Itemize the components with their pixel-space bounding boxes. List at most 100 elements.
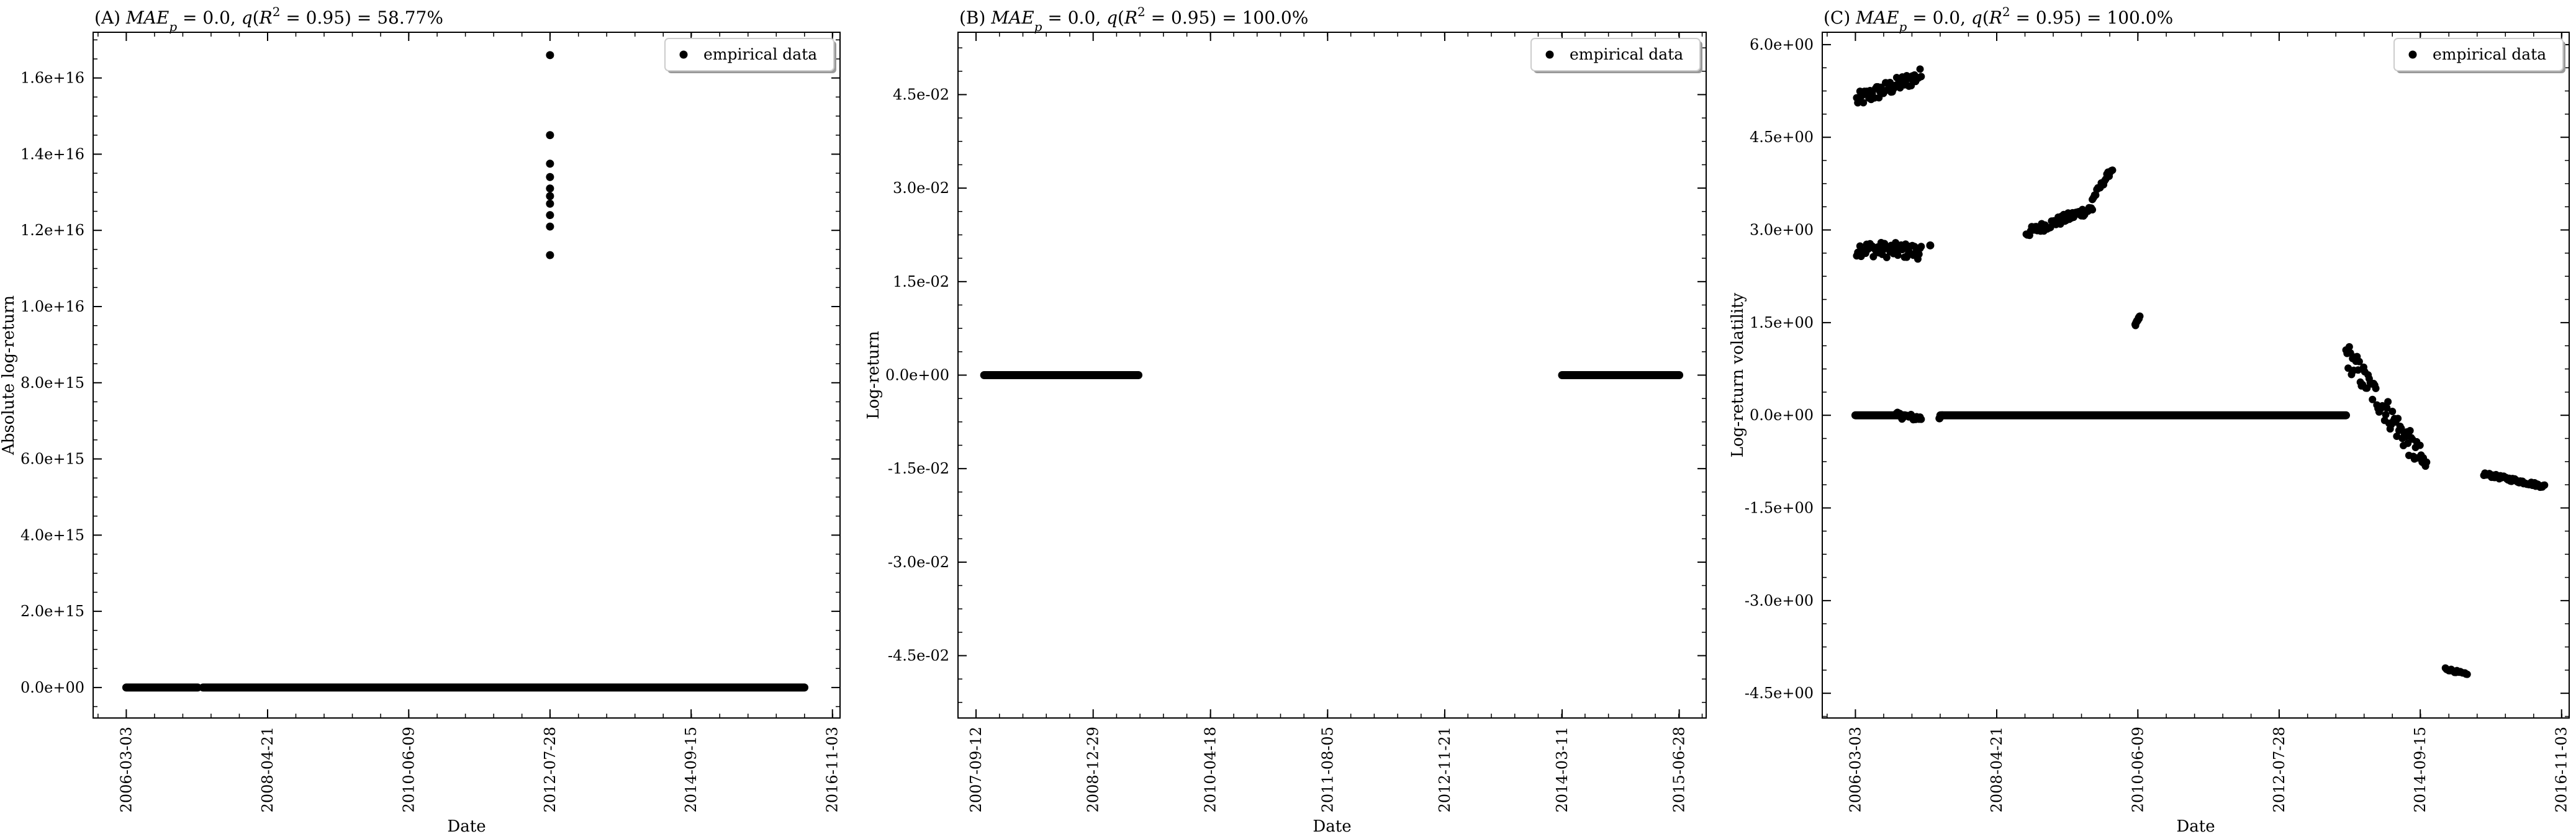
x-tick-label: 2006-03-03 [1846, 727, 1864, 812]
x-tick-label: 2010-06-09 [2129, 727, 2146, 812]
data-point [546, 184, 554, 193]
data-series [1851, 65, 2549, 678]
data-point [2384, 398, 2392, 406]
y-tick-label: 1.0e+16 [20, 298, 84, 315]
data-point [2354, 366, 2362, 374]
x-tick-label: 2011-08-05 [1319, 727, 1336, 812]
x-axis-label: Date [447, 817, 486, 836]
y-tick-label: 1.6e+16 [20, 70, 84, 87]
data-point [1886, 78, 1894, 86]
legend-marker [2408, 50, 2417, 59]
data-point [2541, 481, 2549, 489]
x-tick-label: 2008-12-29 [1085, 727, 1102, 812]
x-tick-label: 2014-09-15 [2411, 727, 2429, 812]
y-tick-label: -4.5e-02 [888, 647, 949, 665]
y-tick-label: 2.0e+15 [20, 603, 84, 620]
x-tick-label: 2014-03-11 [1553, 727, 1571, 812]
chart-panel-a: (A) MAEp = 0.0, q(R2 = 0.95) = 58.77% 0.0… [0, 4, 841, 836]
x-axis-label: Date [2176, 817, 2215, 836]
legend-marker [1545, 50, 1554, 59]
data-point [2369, 395, 2377, 403]
data-point [2355, 357, 2363, 366]
x-tick-label: 2010-06-09 [400, 727, 417, 812]
x-tick-label: 2015-06-28 [1671, 727, 1688, 812]
legend-marker [679, 50, 688, 59]
data-point [2423, 458, 2431, 466]
y-tick-label: -3.0e+00 [1745, 592, 1814, 609]
y-tick-label: 0.0e+00 [885, 367, 949, 384]
data-series [122, 51, 809, 692]
x-tick-label: 2008-04-21 [1988, 727, 2005, 812]
x-tick-label: 2010-04-18 [1202, 727, 1219, 812]
y-tick-label: 1.4e+16 [20, 145, 84, 163]
data-point [1917, 415, 1925, 423]
data-point [546, 222, 554, 231]
data-point [2388, 408, 2397, 416]
data-point [546, 51, 554, 60]
data-point [1860, 99, 1868, 107]
x-tick-label: 2016-11-03 [2553, 727, 2570, 812]
x-tick-label: 2012-07-28 [541, 727, 559, 812]
y-tick-label: 6.0e+15 [20, 451, 84, 468]
data-point [546, 211, 554, 220]
y-tick-label: 1.5e-02 [893, 273, 949, 290]
data-point [546, 173, 554, 181]
y-tick-label: -4.5e+00 [1745, 684, 1814, 702]
y-tick-label: 6.0e+00 [1750, 36, 1814, 53]
x-tick-label: 2006-03-03 [117, 727, 135, 812]
data-point [1938, 411, 1946, 420]
data-point [1894, 251, 1902, 259]
y-tick-label: -3.0e-02 [888, 554, 949, 571]
data-point [2089, 206, 2097, 214]
y-tick-label: 1.2e+16 [20, 222, 84, 239]
data-point [2383, 404, 2391, 412]
y-axis-label: Log-return [864, 331, 883, 420]
data-point [2136, 312, 2144, 320]
data-point [1892, 239, 1900, 247]
legend: empirical data [664, 38, 836, 73]
legend-box [664, 38, 834, 71]
y-tick-label: -1.5e-02 [888, 460, 949, 477]
y-tick-label: 4.5e-02 [893, 86, 949, 103]
data-point [2406, 426, 2414, 434]
data-point [1915, 250, 1923, 258]
x-tick-label: 2012-07-28 [2271, 727, 2288, 812]
data-point [2382, 411, 2390, 419]
chart-panel-b: (B) MAEp = 0.0, q(R2 = 0.95) = 100.0% -4.… [864, 4, 1707, 836]
chart-title: (A) MAEp = 0.0, q(R2 = 0.95) = 58.77% [94, 4, 443, 34]
y-axis-label: Log-return volatility [1729, 292, 1747, 457]
y-tick-label: 4.5e+00 [1750, 128, 1814, 146]
legend-label: empirical data [1570, 45, 1683, 63]
data-point [1869, 253, 1878, 261]
legend-label: empirical data [703, 45, 817, 63]
x-tick-label: 2014-09-15 [682, 727, 700, 812]
y-axis-label: Absolute log-return [0, 295, 18, 455]
data-point [2397, 424, 2405, 433]
chart-title: (C) MAEp = 0.0, q(R2 = 0.95) = 100.0% [1824, 4, 2173, 34]
chart-panel-c: (C) MAEp = 0.0, q(R2 = 0.95) = 100.0% -4.… [1729, 4, 2570, 836]
data-point [2372, 384, 2380, 392]
legend-box [2393, 38, 2564, 71]
data-point [2463, 670, 2471, 678]
y-tick-label: 1.5e+00 [1750, 314, 1814, 331]
data-point [1916, 65, 1924, 73]
chart-title: (B) MAEp = 0.0, q(R2 = 0.95) = 100.0% [959, 4, 1308, 34]
data-point [1926, 241, 1935, 249]
x-tick-label: 2008-04-21 [259, 727, 276, 812]
x-tick-label: 2007-09-12 [967, 727, 985, 812]
data-point [1882, 253, 1891, 261]
y-tick-label: 3.0e+00 [1750, 222, 1814, 239]
x-tick-label: 2016-11-03 [824, 727, 841, 812]
y-tick-label: 0.0e+00 [20, 679, 84, 696]
data-point [2345, 343, 2353, 351]
legend: empirical data [1530, 38, 1702, 73]
data-point [546, 159, 554, 168]
data-point [2394, 415, 2402, 423]
data-point [2092, 191, 2100, 199]
data-point [2108, 166, 2117, 174]
y-tick-label: 4.0e+15 [20, 526, 84, 544]
plot-frame [93, 32, 841, 719]
plot-frame [1822, 32, 2570, 719]
y-tick-label: 0.0e+00 [1750, 406, 1814, 424]
data-point [2416, 441, 2424, 449]
